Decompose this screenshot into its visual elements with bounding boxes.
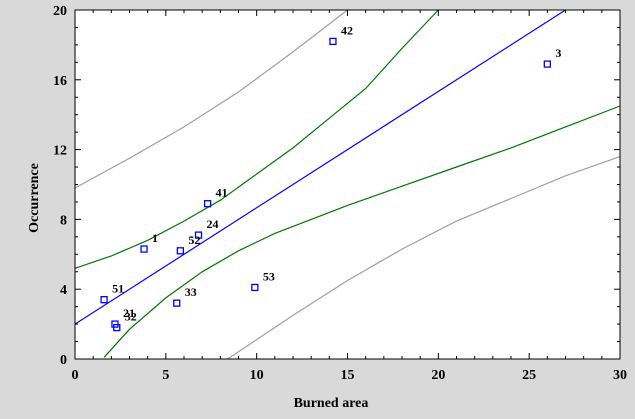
- x-tick-label: 0: [72, 368, 79, 383]
- y-tick-label: 4: [60, 283, 67, 298]
- x-tick-label: 10: [250, 368, 264, 383]
- point-label: 3: [555, 46, 561, 60]
- data-point: [176, 247, 185, 255]
- data-point: [140, 245, 148, 253]
- point-label: 32: [125, 310, 137, 324]
- data-point: [329, 37, 337, 46]
- points-layer: 1 3 21 24 32 33 41 42 51 52 53: [100, 23, 561, 332]
- y-tick-label: 16: [53, 74, 67, 89]
- x-tick-label: 5: [162, 368, 169, 383]
- point-label: 53: [263, 269, 275, 283]
- confidence-band-upper: [74, 9, 439, 269]
- fit-line: [74, 9, 566, 325]
- point-label: 51: [112, 282, 124, 296]
- x-tick-label: 15: [341, 368, 355, 383]
- y-axis-label: Occurrence: [27, 163, 42, 233]
- data-point: [194, 231, 203, 239]
- plot-area: [75, 10, 620, 359]
- y-tick-label: 8: [60, 213, 67, 228]
- point-label: 41: [216, 186, 228, 200]
- y-tick-label: 12: [53, 144, 67, 159]
- x-axis-label: Burned area: [294, 396, 369, 411]
- x-tick-label: 30: [613, 368, 627, 383]
- data-point: [203, 200, 212, 208]
- point-label: 33: [185, 285, 197, 299]
- point-label: 24: [207, 217, 219, 231]
- y-tick-label: 20: [53, 4, 67, 19]
- point-label: 21: [123, 306, 135, 320]
- point-label: 42: [341, 23, 353, 37]
- x-tick-label: 25: [522, 368, 536, 383]
- confidence-band-lower: [103, 105, 621, 358]
- prediction-band-lower: [227, 156, 621, 360]
- point-label: 52: [188, 233, 200, 247]
- y-tick-label: 0: [60, 353, 67, 368]
- x-tick-label: 20: [431, 368, 445, 383]
- data-point: [100, 296, 108, 304]
- data-point: [543, 60, 551, 68]
- prediction-band-upper: [74, 9, 348, 189]
- data-point: [173, 299, 181, 307]
- axes-layer: 0 5 10 15 20 25 30 0 4 8 12 16 20: [53, 4, 627, 383]
- data-point: [251, 283, 259, 292]
- point-label: 1: [152, 231, 158, 245]
- bands-layer: [74, 9, 621, 360]
- data-point: [113, 323, 121, 332]
